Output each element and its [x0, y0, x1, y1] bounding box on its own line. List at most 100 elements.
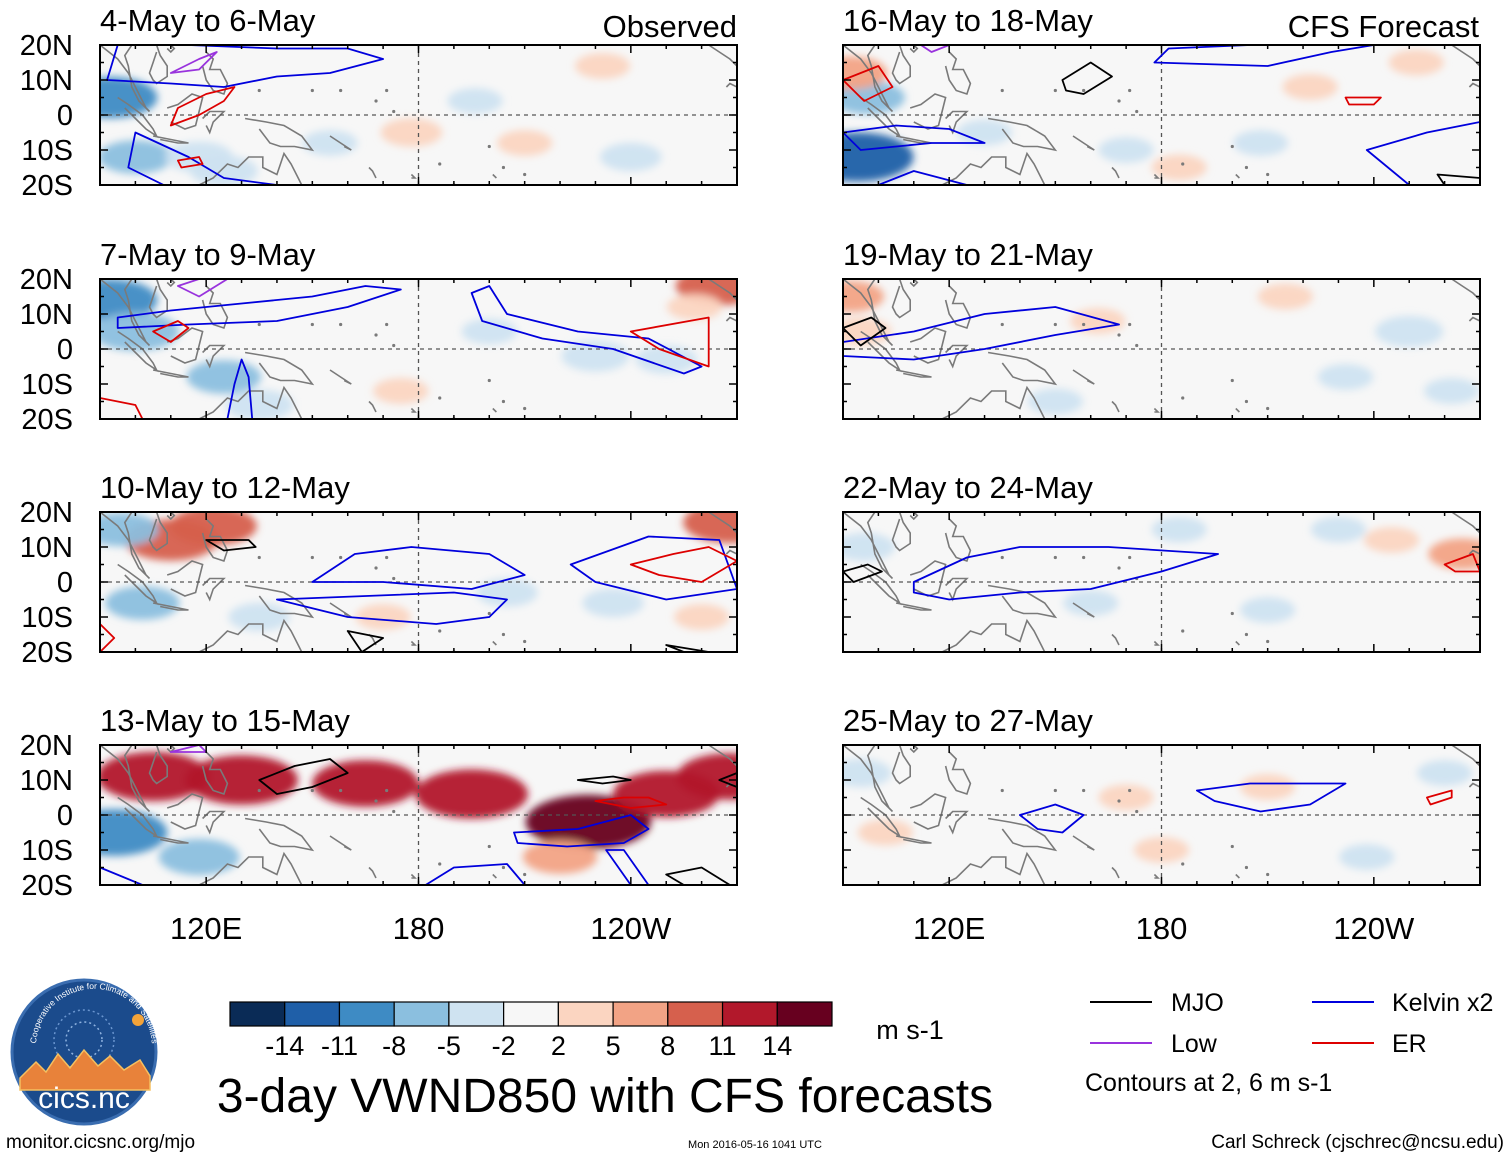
- island-dot: [1082, 555, 1086, 560]
- panel-7: 25-May to 27-May 120E 180 120W: [842, 703, 1481, 946]
- panel-title: 13-May to 15-May: [100, 703, 350, 738]
- er-contour: [169, 86, 236, 127]
- island-dot: [438, 396, 442, 400]
- island-dot: [523, 172, 527, 177]
- legend-low-label: Low: [1171, 1030, 1218, 1058]
- shading-blob: [674, 604, 730, 630]
- island-dot: [487, 378, 491, 383]
- colorbar-tick-label: -5: [437, 1031, 461, 1061]
- coastline: [945, 344, 969, 369]
- island-dot: [487, 144, 491, 149]
- island-dot: [1053, 555, 1057, 560]
- island-dot: [523, 872, 527, 877]
- island-dot: [1128, 322, 1132, 327]
- island-dot: [1181, 396, 1185, 400]
- coastline: [148, 279, 168, 319]
- coastline: [1468, 82, 1480, 88]
- shading-blob: [225, 389, 294, 419]
- kelvin-contour: [843, 124, 986, 151]
- coastline: [909, 512, 919, 521]
- coastline: [725, 82, 737, 88]
- island-dot: [1000, 322, 1004, 327]
- coastline: [891, 512, 911, 552]
- coastline: [492, 640, 497, 646]
- coastline: [152, 602, 189, 611]
- shading-blob: [1151, 154, 1207, 181]
- panel-plot-area: [843, 512, 1480, 652]
- coastline: [1153, 407, 1160, 413]
- coastline: [860, 330, 902, 373]
- shading-blob: [574, 53, 631, 79]
- colorbar-swatch: [393, 1001, 450, 1027]
- shading-blob: [100, 76, 158, 119]
- island-dot: [501, 165, 506, 170]
- island-dot: [1181, 162, 1185, 166]
- coastline: [202, 344, 226, 369]
- panel-plot-area: [843, 745, 1480, 885]
- observed-label: Observed: [603, 9, 737, 44]
- island-dot: [392, 343, 396, 348]
- shading-blob: [956, 119, 1013, 146]
- island-dot: [1117, 566, 1121, 570]
- shading-blob: [1151, 516, 1207, 543]
- island-dot: [501, 399, 506, 404]
- kelvin-contour: [569, 535, 737, 601]
- colorbar-tick-label: -2: [492, 1031, 516, 1061]
- coastline: [201, 285, 229, 330]
- island-dot: [374, 333, 378, 337]
- colorbar-swatch: [338, 1001, 395, 1027]
- island-dot: [310, 88, 314, 93]
- island-dot: [1000, 88, 1004, 93]
- coastline: [1235, 173, 1240, 179]
- colorbar-swatch: [667, 1001, 724, 1027]
- colorbar-tick-label: -11: [321, 1031, 358, 1061]
- er-contour: [176, 156, 204, 169]
- island-dot: [385, 322, 389, 327]
- kelvin-contour: [912, 546, 1219, 601]
- island-dot: [1128, 555, 1132, 560]
- coastline: [944, 518, 972, 563]
- kelvin-contour: [106, 45, 385, 88]
- island-dot: [1117, 333, 1121, 337]
- coastline: [410, 173, 417, 179]
- island-dot: [1053, 788, 1057, 793]
- kelvin-contour: [275, 591, 508, 625]
- panel-5: 19-May to 21-May: [842, 237, 1481, 420]
- coastline: [1111, 166, 1120, 179]
- island-dot: [1053, 88, 1057, 93]
- coastline: [201, 51, 229, 96]
- lat-label: 0: [57, 800, 73, 832]
- island-dot: [374, 799, 378, 803]
- island-dot: [1266, 639, 1270, 644]
- coastline: [244, 584, 315, 619]
- coastline: [987, 584, 1058, 619]
- island-dot: [339, 555, 343, 560]
- panel-title: 7-May to 9-May: [100, 237, 316, 272]
- coastline: [987, 351, 1058, 386]
- coastline: [909, 279, 919, 288]
- kelvin-contour: [424, 863, 526, 885]
- coastline: [100, 512, 151, 580]
- coastline: [166, 279, 176, 288]
- shading-blob: [169, 512, 257, 546]
- lat-label: 20N: [20, 30, 73, 62]
- island-dot: [374, 99, 378, 103]
- kelvin-contour: [226, 358, 254, 419]
- coastline: [1072, 835, 1095, 851]
- shading-blob: [1063, 590, 1119, 616]
- shading-group: [843, 49, 1444, 182]
- shading-group: [100, 279, 737, 419]
- coastline: [197, 385, 303, 419]
- shading-blob: [158, 838, 240, 876]
- lat-label: 20S: [21, 637, 73, 669]
- mjo-contour: [576, 775, 632, 785]
- shading-blob: [1310, 516, 1367, 543]
- island-dot: [1244, 865, 1249, 870]
- shading-blob: [355, 604, 411, 630]
- shading-blob: [1282, 74, 1338, 100]
- island-dot: [385, 788, 389, 793]
- coastline: [725, 549, 737, 555]
- legend-er-label: ER: [1392, 1030, 1427, 1058]
- coastline: [166, 512, 176, 521]
